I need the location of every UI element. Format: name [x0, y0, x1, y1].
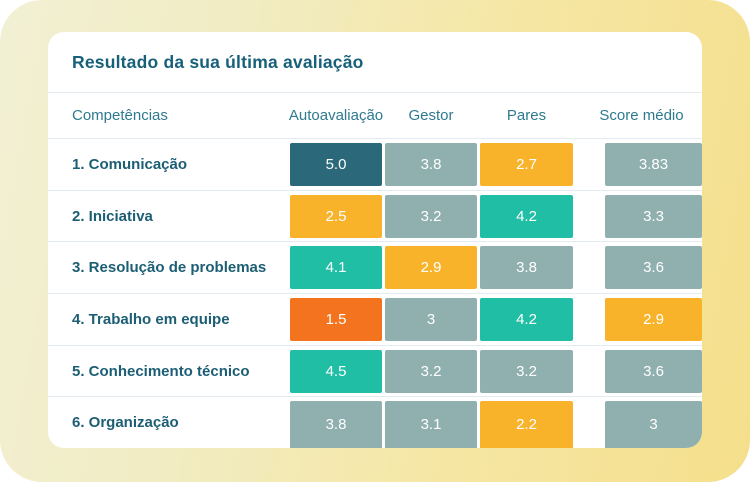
column-header-competencias: Competências	[72, 107, 168, 124]
column-header-gestor: Gestor	[408, 107, 454, 124]
table-body: 1. Comunicação 5.0 3.8 2.7 3.83 2. Inici…	[48, 139, 702, 448]
score-cell-pares: 3.8	[480, 246, 573, 290]
table-row: 6. Organização 3.8 3.1 2.2 3	[48, 396, 702, 448]
table-row: 4. Trabalho em equipe 1.5 3 4.2 2.9	[48, 293, 702, 345]
score-cell-pares: 2.2	[480, 401, 573, 448]
score-cell-score-medio: 3.3	[605, 194, 702, 238]
table-row: 1. Comunicação 5.0 3.8 2.7 3.83	[48, 139, 702, 190]
score-cell-gestor: 3.1	[385, 401, 477, 448]
score-cell-autoavaliacao: 4.5	[290, 349, 382, 393]
score-cell-autoavaliacao: 3.8	[290, 401, 382, 448]
score-cell-score-medio: 3.6	[605, 246, 702, 290]
competency-label: 1. Comunicação	[72, 155, 188, 173]
score-cell-gestor: 3.8	[385, 143, 477, 186]
score-cell-gestor: 2.9	[385, 246, 477, 290]
table-row: 2. Iniciativa 2.5 3.2 4.2 3.3	[48, 189, 702, 242]
score-cell-autoavaliacao: 4.1	[290, 246, 382, 290]
score-cell-autoavaliacao: 2.5	[290, 194, 382, 238]
column-header-autoavaliacao: Autoavaliação	[288, 107, 384, 124]
score-cell-score-medio: 3	[605, 401, 702, 448]
score-cell-gestor: 3	[385, 298, 477, 342]
score-cell-gestor: 3.2	[385, 194, 477, 238]
page-title: Resultado da sua última avaliação	[72, 51, 364, 72]
competency-label: 5. Conhecimento técnico	[72, 362, 250, 380]
column-header-score-medio: Score médio	[599, 107, 684, 124]
score-cell-score-medio: 2.9	[605, 298, 702, 342]
score-cell-autoavaliacao: 5.0	[290, 143, 382, 186]
score-cell-pares: 4.2	[480, 298, 573, 342]
table-row: 3. Resolução de problemas 4.1 2.9 3.8 3.…	[48, 241, 702, 293]
score-cell-pares: 3.2	[480, 349, 573, 393]
score-cell-score-medio: 3.6	[605, 349, 702, 393]
card-title-block: Resultado da sua última avaliação	[48, 32, 702, 92]
score-cell-pares: 4.2	[480, 194, 573, 238]
competency-label: 2. Iniciativa	[72, 207, 153, 225]
competency-label: 6. Organização	[72, 414, 179, 432]
score-cell-gestor: 3.2	[385, 349, 477, 393]
score-cell-score-medio: 3.83	[605, 143, 702, 186]
competency-label: 4. Trabalho em equipe	[72, 310, 230, 328]
score-cell-pares: 2.7	[480, 143, 573, 186]
table-row: 5. Conhecimento técnico 4.5 3.2 3.2 3.6	[48, 344, 702, 397]
evaluation-results-card: Resultado da sua última avaliação Compet…	[48, 32, 702, 448]
score-cell-autoavaliacao: 1.5	[290, 298, 382, 342]
column-header-pares: Pares	[506, 107, 547, 124]
table-header: Competências Autoavaliação Gestor Pares …	[48, 92, 702, 139]
competency-label: 3. Resolução de problemas	[72, 259, 267, 277]
